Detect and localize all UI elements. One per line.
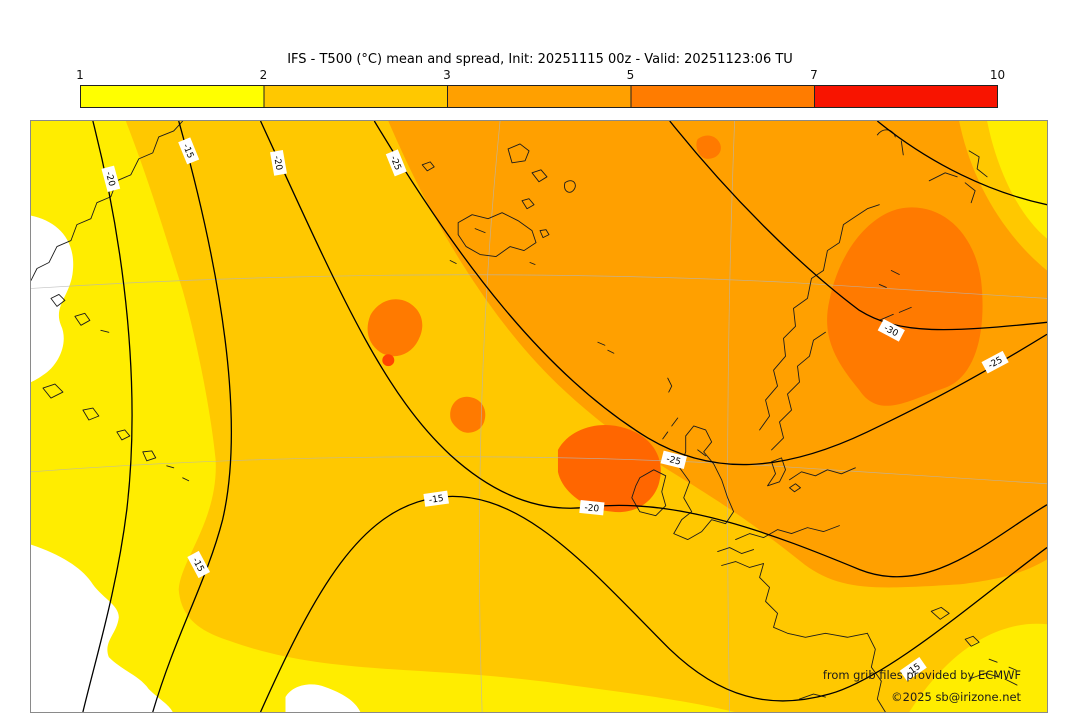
contour-label: -20: [584, 503, 600, 514]
coast-greenland: [31, 121, 190, 482]
coast-mediterranean: [930, 606, 1018, 686]
contour-minus35: [876, 121, 1047, 206]
colorbar: [80, 85, 998, 112]
contour-minus30: [669, 121, 1047, 331]
spread-fill-1-2-corner: [987, 121, 1047, 239]
spread-blob-ireland-west: [557, 424, 661, 513]
colorbar-tick: 3: [443, 68, 451, 82]
coast-scandinavia: [759, 204, 912, 493]
spread-blob-small: [450, 396, 486, 433]
colorbar-segment: [447, 85, 632, 108]
contour-minus15-south: [259, 495, 1047, 712]
colorbar-segment: [263, 85, 448, 108]
spread-fill-none-bottomleft: [31, 544, 173, 712]
contour-label: -15: [428, 494, 444, 506]
contour-minus25: [373, 121, 1047, 466]
contour-minus15-west: [152, 121, 232, 712]
contour-minus20-west: [82, 121, 133, 712]
coast-iceland: [421, 161, 537, 265]
spread-blob-iceland-core: [382, 354, 395, 367]
attribution-copyright: ©2025 sb@irizone.net: [891, 690, 1021, 704]
coast-arctic-russia: [876, 129, 988, 204]
contour-label: -20: [103, 171, 117, 188]
forecast-map: -20 -15 -20 -25 -15 -20 -25 -30 -25 -15 …: [30, 120, 1048, 713]
attribution-source: from grib files provided by ECMWF: [823, 668, 1021, 682]
contour-label: -25: [665, 454, 682, 467]
colorbar-tick: 7: [810, 68, 818, 82]
spread-blob-top: [696, 135, 721, 159]
colorbar-tick: 2: [259, 68, 268, 82]
graticule-lines: [31, 121, 1047, 712]
contour-labels: -20 -15 -20 -25 -15 -20 -25 -30 -25 -15 …: [101, 137, 1009, 682]
colorbar-tick: 1: [76, 68, 84, 82]
coastlines: [31, 121, 1018, 712]
colorbar-segment: [80, 85, 265, 108]
spread-fill-none-bottom: [285, 684, 361, 712]
coast-arctic-islands: [507, 143, 673, 393]
spread-fill-none-left: [31, 215, 74, 383]
coast-europe: [717, 525, 886, 712]
colorbar-segment: [814, 85, 998, 108]
spread-blob-baltic: [827, 207, 983, 406]
spread-blob-iceland: [367, 299, 423, 357]
colorbar-tick: 5: [626, 68, 635, 82]
spread-fill-1-2-bottomright: [909, 623, 1047, 712]
page-title: IFS - T500 (°C) mean and spread, Init: 2…: [287, 52, 793, 67]
coast-british-isles: [631, 417, 735, 541]
colorbar-tick: 10: [989, 68, 1006, 82]
colorbar-segment: [630, 85, 815, 108]
contour-label: -20: [271, 155, 283, 171]
